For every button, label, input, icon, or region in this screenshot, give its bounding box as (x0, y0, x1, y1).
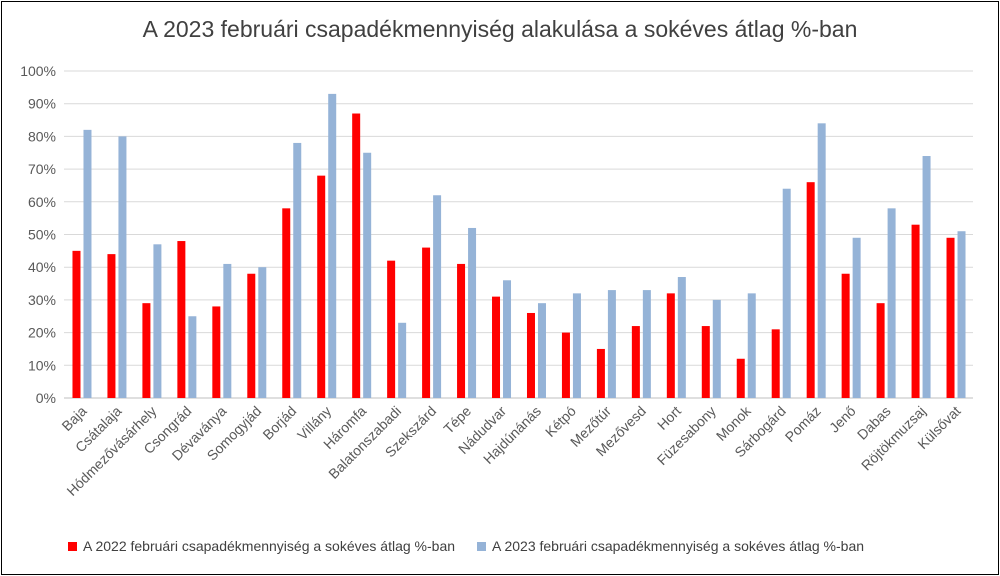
bar-2023 (153, 244, 162, 398)
bar-2023 (118, 136, 127, 398)
bar-2023 (712, 299, 721, 398)
legend: A 2022 februári csapadékmennyiség a soké… (68, 538, 864, 554)
bar-2023 (537, 303, 546, 398)
legend-item-2022: A 2022 februári csapadékmennyiség a soké… (68, 538, 455, 554)
bar-2023 (782, 188, 791, 398)
bar-2022 (282, 208, 291, 398)
bar-2023 (607, 290, 616, 398)
x-tick-label: Borjád (259, 403, 299, 443)
bar-2023 (852, 237, 861, 398)
y-tick-label: 100% (20, 63, 56, 79)
legend-label-2022: A 2022 februári csapadékmennyiség a soké… (83, 538, 456, 554)
bar-2022 (526, 312, 535, 398)
y-tick-label: 0% (36, 390, 56, 406)
legend-swatch-2022 (68, 541, 77, 551)
bar-2023 (398, 322, 407, 398)
bar-2023 (223, 263, 232, 398)
bar-2023 (572, 293, 581, 398)
bar-2023 (677, 277, 686, 398)
bar-2023 (83, 129, 92, 399)
bar-2022 (631, 326, 640, 398)
bar-2022 (72, 250, 81, 398)
bar-2022 (806, 182, 815, 398)
bar-2023 (328, 93, 337, 398)
x-axis-ticks: BajaCsátalajaHódmezővásárhelyCsongrádDév… (58, 402, 963, 499)
bar-2022 (736, 358, 745, 398)
bar-2022 (387, 260, 396, 398)
bar-2023 (922, 156, 931, 398)
y-tick-label: 40% (28, 259, 56, 275)
bar-2022 (841, 273, 850, 398)
y-tick-label: 90% (28, 96, 56, 112)
bar-2022 (771, 329, 780, 398)
legend-swatch-2023 (477, 541, 487, 551)
bar-2022 (561, 332, 570, 398)
bar-2022 (422, 247, 431, 398)
bars (72, 93, 966, 399)
bar-2023 (503, 280, 512, 398)
legend-label-2023: A 2023 februári csapadékmennyiség a soké… (492, 538, 865, 554)
y-tick-label: 50% (28, 227, 56, 243)
bar-2022 (212, 306, 221, 398)
x-tick-label: Pomáz (782, 403, 824, 445)
y-tick-label: 20% (28, 325, 56, 341)
y-tick-label: 10% (28, 357, 56, 373)
legend-item-2023: A 2023 februári csapadékmennyiség a soké… (477, 538, 864, 554)
y-tick-label: 80% (28, 128, 56, 144)
bar-2023 (957, 231, 966, 398)
bar-2023 (468, 227, 477, 398)
bar-2022 (317, 175, 326, 398)
bar-2023 (293, 142, 302, 398)
bar-2023 (258, 267, 267, 398)
bar-2022 (596, 348, 605, 398)
bar-2022 (107, 254, 116, 398)
bar-2023 (887, 208, 896, 398)
bar-2022 (177, 241, 186, 398)
bar-2022 (492, 296, 501, 398)
bar-2023 (433, 195, 442, 398)
bar-2022 (666, 293, 675, 398)
bar-2022 (701, 326, 710, 398)
bar-2022 (352, 113, 361, 398)
bar-2022 (946, 237, 955, 398)
x-tick-label: Baja (58, 403, 89, 434)
y-tick-label: 60% (28, 194, 56, 210)
bar-2022 (247, 273, 256, 398)
bar-2022 (876, 303, 885, 398)
bar-2022 (911, 224, 920, 398)
y-tick-label: 30% (28, 292, 56, 308)
chart-title: A 2023 februári csapadékmennyiség alakul… (142, 16, 858, 42)
bar-2022 (457, 263, 466, 398)
bar-2023 (817, 123, 826, 398)
x-tick-label: Hort (654, 403, 684, 433)
bar-2023 (363, 152, 372, 398)
y-axis-ticks: 0% 10% 20% 30% 40% 50% 60% 70% 80% 90% 100% (20, 63, 56, 406)
bar-2023 (747, 293, 756, 398)
bar-2023 (188, 316, 197, 398)
bar-2023 (642, 290, 651, 398)
gridlines (64, 70, 973, 399)
bar-2022 (142, 303, 151, 398)
y-tick-label: 70% (28, 161, 56, 177)
